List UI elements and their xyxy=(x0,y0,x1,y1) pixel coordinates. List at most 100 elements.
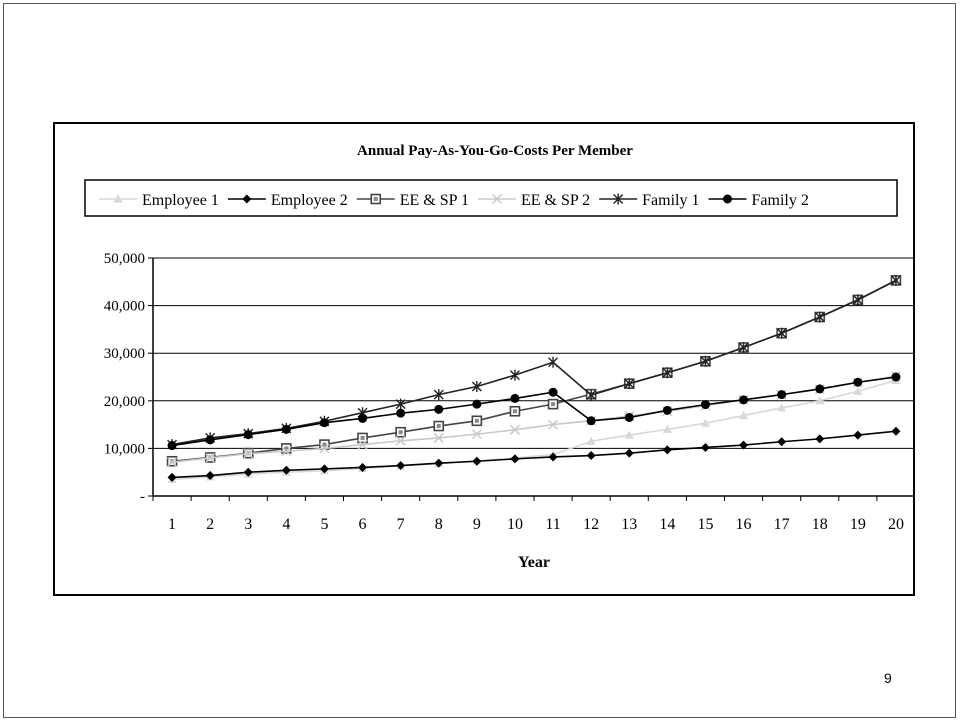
circle-marker xyxy=(358,413,368,423)
diamond-marker xyxy=(281,465,291,475)
circle-marker xyxy=(281,424,291,434)
square-marker-inner xyxy=(512,409,517,414)
circle-marker xyxy=(167,441,177,451)
legend-item: Family 1 xyxy=(599,192,700,209)
series-employee-2 xyxy=(167,426,901,482)
legend-item: Family 2 xyxy=(708,192,809,209)
square-marker-inner xyxy=(436,424,441,429)
circle-marker xyxy=(434,404,444,414)
circle-marker xyxy=(510,393,520,403)
series-family-1 xyxy=(167,274,901,451)
x-marker-stroke xyxy=(433,432,444,443)
legend-item: Employee 1 xyxy=(99,192,219,209)
x-marker-stroke xyxy=(205,452,216,463)
circle-marker xyxy=(700,400,710,410)
diamond-marker xyxy=(891,426,901,436)
x-tick-label: 13 xyxy=(621,516,637,533)
diamond-marker xyxy=(167,472,177,482)
x-tick-label: 3 xyxy=(244,516,252,533)
x-tick-label: 6 xyxy=(359,516,367,533)
x-tick-label: 19 xyxy=(850,516,866,533)
square-marker-inner xyxy=(360,435,365,440)
x-axis-label: Year xyxy=(518,554,550,571)
circle-marker xyxy=(472,399,482,409)
x-marker-stroke xyxy=(491,193,502,205)
legend-label: Family 1 xyxy=(642,192,699,209)
y-tick-label: 40,000 xyxy=(104,299,145,315)
diamond-marker xyxy=(586,451,596,461)
y-tick-label: 30,000 xyxy=(104,346,145,362)
circle-marker xyxy=(739,395,749,405)
legend-item: Employee 2 xyxy=(227,192,348,209)
x-marker-stroke xyxy=(243,448,254,459)
series-line xyxy=(171,279,897,446)
x-marker-stroke xyxy=(167,457,178,468)
x-tick-label: 8 xyxy=(435,516,443,533)
triangle-marker xyxy=(624,430,634,439)
triangle-marker xyxy=(113,194,123,203)
circle-marker xyxy=(891,372,901,382)
x-tick-label: 17 xyxy=(774,516,790,533)
square-marker-inner xyxy=(284,446,289,451)
legend-label: EE & SP 2 xyxy=(521,192,590,209)
circle-marker xyxy=(777,390,787,400)
diamond-marker xyxy=(434,458,444,468)
legend-box xyxy=(84,179,898,217)
circle-marker xyxy=(243,430,253,440)
diamond-marker xyxy=(624,448,634,458)
x-tick-label: 18 xyxy=(812,516,828,533)
x-tick-label: 20 xyxy=(888,516,904,533)
circle-marker xyxy=(624,412,634,422)
diamond-marker xyxy=(205,471,215,481)
triangle-marker xyxy=(853,386,863,395)
diamond-marker xyxy=(510,454,520,464)
circle-marker xyxy=(396,408,406,418)
diamond-marker xyxy=(243,467,253,477)
diamond-marker xyxy=(358,462,368,472)
x-tick-label: 16 xyxy=(736,516,752,533)
legend-label: EE & SP 1 xyxy=(400,192,469,209)
diamond-marker xyxy=(739,440,749,450)
square-marker-inner xyxy=(551,402,556,407)
slide-frame: Annual Pay-As-You-Go-Costs Per Member Em… xyxy=(3,3,956,718)
x-tick-label: 2 xyxy=(206,516,214,533)
chart-title: Annual Pay-As-You-Go-Costs Per Member xyxy=(357,143,633,159)
diamond-marker xyxy=(242,194,252,204)
circle-marker xyxy=(723,194,732,204)
legend-label: Employee 2 xyxy=(271,192,348,209)
x-tick-label: 10 xyxy=(507,516,523,533)
x-tick-label: 14 xyxy=(659,516,675,533)
circle-marker xyxy=(205,435,215,445)
square-marker-inner xyxy=(373,197,378,201)
x-tick-label: 4 xyxy=(282,516,290,533)
x-tick-label: 11 xyxy=(545,516,560,533)
legend-label: Employee 1 xyxy=(142,192,219,209)
diamond-marker xyxy=(472,456,482,466)
circle-marker xyxy=(662,405,672,415)
triangle-marker xyxy=(739,411,749,420)
chart-legend: Employee 1 Employee 2 EE & SP 1 EE & SP 2 Fa… xyxy=(84,179,898,217)
x-marker-stroke xyxy=(548,419,559,430)
series-family-2 xyxy=(167,372,901,451)
page-number: 9 xyxy=(884,670,892,686)
line-chart: Annual Pay-As-You-Go-Costs Per Member Em… xyxy=(84,143,913,571)
x-marker-stroke xyxy=(281,446,292,457)
y-tick-label: - xyxy=(140,489,145,505)
series-ee-sp-1 xyxy=(166,275,902,467)
diamond-marker xyxy=(396,461,406,471)
diamond-marker xyxy=(777,437,787,447)
y-tick-label: 20,000 xyxy=(104,394,145,410)
x-marker-stroke xyxy=(319,443,330,454)
series-ee-sp-2 xyxy=(167,371,901,468)
legend-label: Family 2 xyxy=(752,192,809,209)
series-line xyxy=(171,279,897,463)
triangle-marker xyxy=(662,424,672,433)
diamond-marker xyxy=(853,430,863,440)
y-tick-label: 50,000 xyxy=(104,251,145,267)
circle-marker xyxy=(548,387,558,397)
square-marker-inner xyxy=(322,442,327,447)
legend-item: EE & SP 1 xyxy=(356,192,469,209)
diamond-marker xyxy=(700,442,710,452)
x-marker-stroke xyxy=(395,435,406,446)
diamond-marker xyxy=(815,434,825,444)
